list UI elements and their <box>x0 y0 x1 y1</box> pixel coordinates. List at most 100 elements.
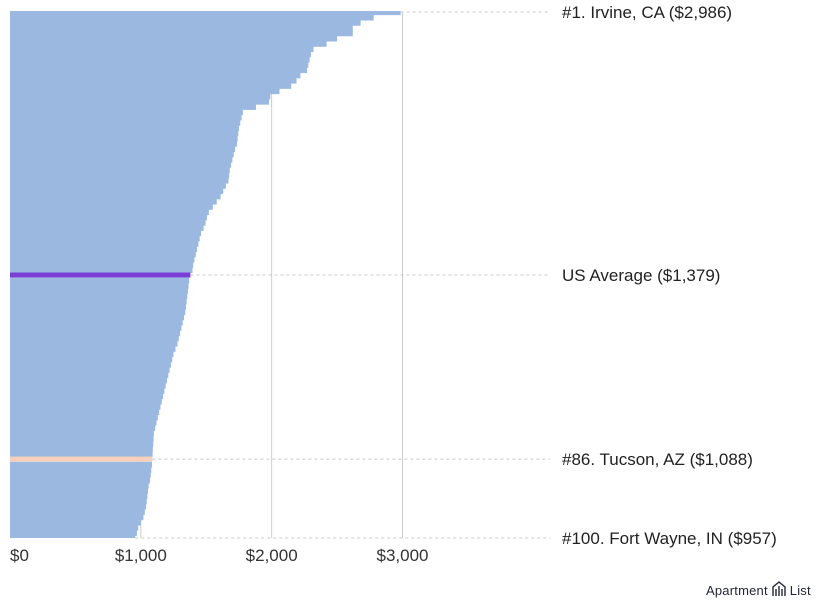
bar-20 <box>10 114 242 121</box>
bar-33 <box>10 182 226 189</box>
bar-84 <box>10 451 153 458</box>
bar-78 <box>10 419 157 426</box>
bar-35 <box>10 193 221 200</box>
bar-18 <box>10 104 256 110</box>
bar-12 <box>10 72 301 79</box>
bar-47 <box>10 256 195 263</box>
bar-37 <box>10 203 213 210</box>
bar-56 <box>10 303 186 310</box>
bar-76 <box>10 409 160 415</box>
bar-91 <box>10 488 149 494</box>
bar-80 <box>10 430 154 437</box>
bar-11 <box>10 67 307 74</box>
x-axis-tick-labels: $0 $1,000 $2,000 $3,000 <box>10 546 428 565</box>
bar-6 <box>10 40 327 47</box>
bar-97 <box>10 519 141 526</box>
bar-43 <box>10 235 200 242</box>
bar-45 <box>10 246 198 252</box>
brand-name-right: List <box>789 582 811 598</box>
bar-8 <box>10 51 311 58</box>
bar-65 <box>10 351 174 358</box>
x-tick-label-0: $0 <box>10 546 29 565</box>
bar-44 <box>10 240 199 247</box>
bar-77 <box>10 414 158 421</box>
callout-label-0: #1. Irvine, CA ($2,986) <box>562 3 732 22</box>
bar-34 <box>10 188 224 195</box>
apartment-list-logo-icon <box>772 580 786 600</box>
x-tick-label-1: $1,000 <box>115 546 167 565</box>
bar-0 <box>10 11 401 16</box>
bar-90 <box>10 482 149 489</box>
bar-88 <box>10 472 151 479</box>
bar-96 <box>10 514 144 521</box>
bar-24 <box>10 135 238 142</box>
bar-2 <box>10 19 361 26</box>
bar-51 <box>10 277 190 284</box>
bars <box>10 11 401 538</box>
bar-38 <box>10 209 209 216</box>
bar-5 <box>10 35 338 42</box>
bar-15 <box>10 88 280 95</box>
callout-leader-lines <box>135 11 550 539</box>
bar-1 <box>10 14 374 21</box>
bar-94 <box>10 503 147 510</box>
bar-75 <box>10 403 161 410</box>
bar-81 <box>10 435 154 442</box>
bar-27 <box>10 151 234 158</box>
bar-87 <box>10 466 152 473</box>
bar-70 <box>10 377 167 384</box>
bar-53 <box>10 288 188 295</box>
brand-name-left: Apartment <box>706 582 768 598</box>
bar-89 <box>10 477 150 484</box>
bar-14 <box>10 83 292 89</box>
bar-58 <box>10 314 185 321</box>
bar-30 <box>10 167 230 174</box>
x-tick-label-3: $3,000 <box>376 546 428 565</box>
bar-26 <box>10 146 236 152</box>
bar-48 <box>10 261 194 268</box>
bar-41 <box>10 225 204 231</box>
bar-73 <box>10 393 164 400</box>
bar-13 <box>10 77 297 84</box>
bar-98 <box>10 524 139 531</box>
bar-36 <box>10 198 217 205</box>
bar-22 <box>10 125 239 131</box>
bar-83 <box>10 445 153 452</box>
bar-66 <box>10 356 173 363</box>
bar-39 <box>10 214 207 221</box>
bar-67 <box>10 361 171 368</box>
bar-28 <box>10 156 233 163</box>
bar-21 <box>10 119 241 126</box>
bar-68 <box>10 367 170 373</box>
callout-label-3: #100. Fort Wayne, IN ($957) <box>562 529 777 548</box>
bar-69 <box>10 372 169 379</box>
bar-86 <box>10 461 152 468</box>
bar-40 <box>10 219 206 226</box>
bar-42 <box>10 230 202 237</box>
bar-10 <box>10 61 309 68</box>
bar-31 <box>10 172 230 179</box>
bar-54 <box>10 293 188 300</box>
bar-57 <box>10 309 186 316</box>
bar-74 <box>10 398 162 405</box>
bar-93 <box>10 498 147 505</box>
bar-99 <box>10 530 137 536</box>
bar-63 <box>10 340 178 347</box>
bar-16 <box>10 93 271 100</box>
bar-62 <box>10 335 179 342</box>
bar-49 <box>10 267 193 273</box>
bar-72 <box>10 388 165 394</box>
bar-95 <box>10 509 145 515</box>
bar-55 <box>10 298 187 305</box>
bar-59 <box>10 319 183 326</box>
bar-17 <box>10 98 270 105</box>
bar-82 <box>10 440 154 447</box>
bar-32 <box>10 177 229 184</box>
us-average-bar <box>10 272 191 278</box>
bar-64 <box>10 346 176 352</box>
bar-7 <box>10 46 314 53</box>
apartment-list-brand: Apartment List <box>706 580 811 600</box>
bar-71 <box>10 382 166 389</box>
bar-23 <box>10 130 239 137</box>
